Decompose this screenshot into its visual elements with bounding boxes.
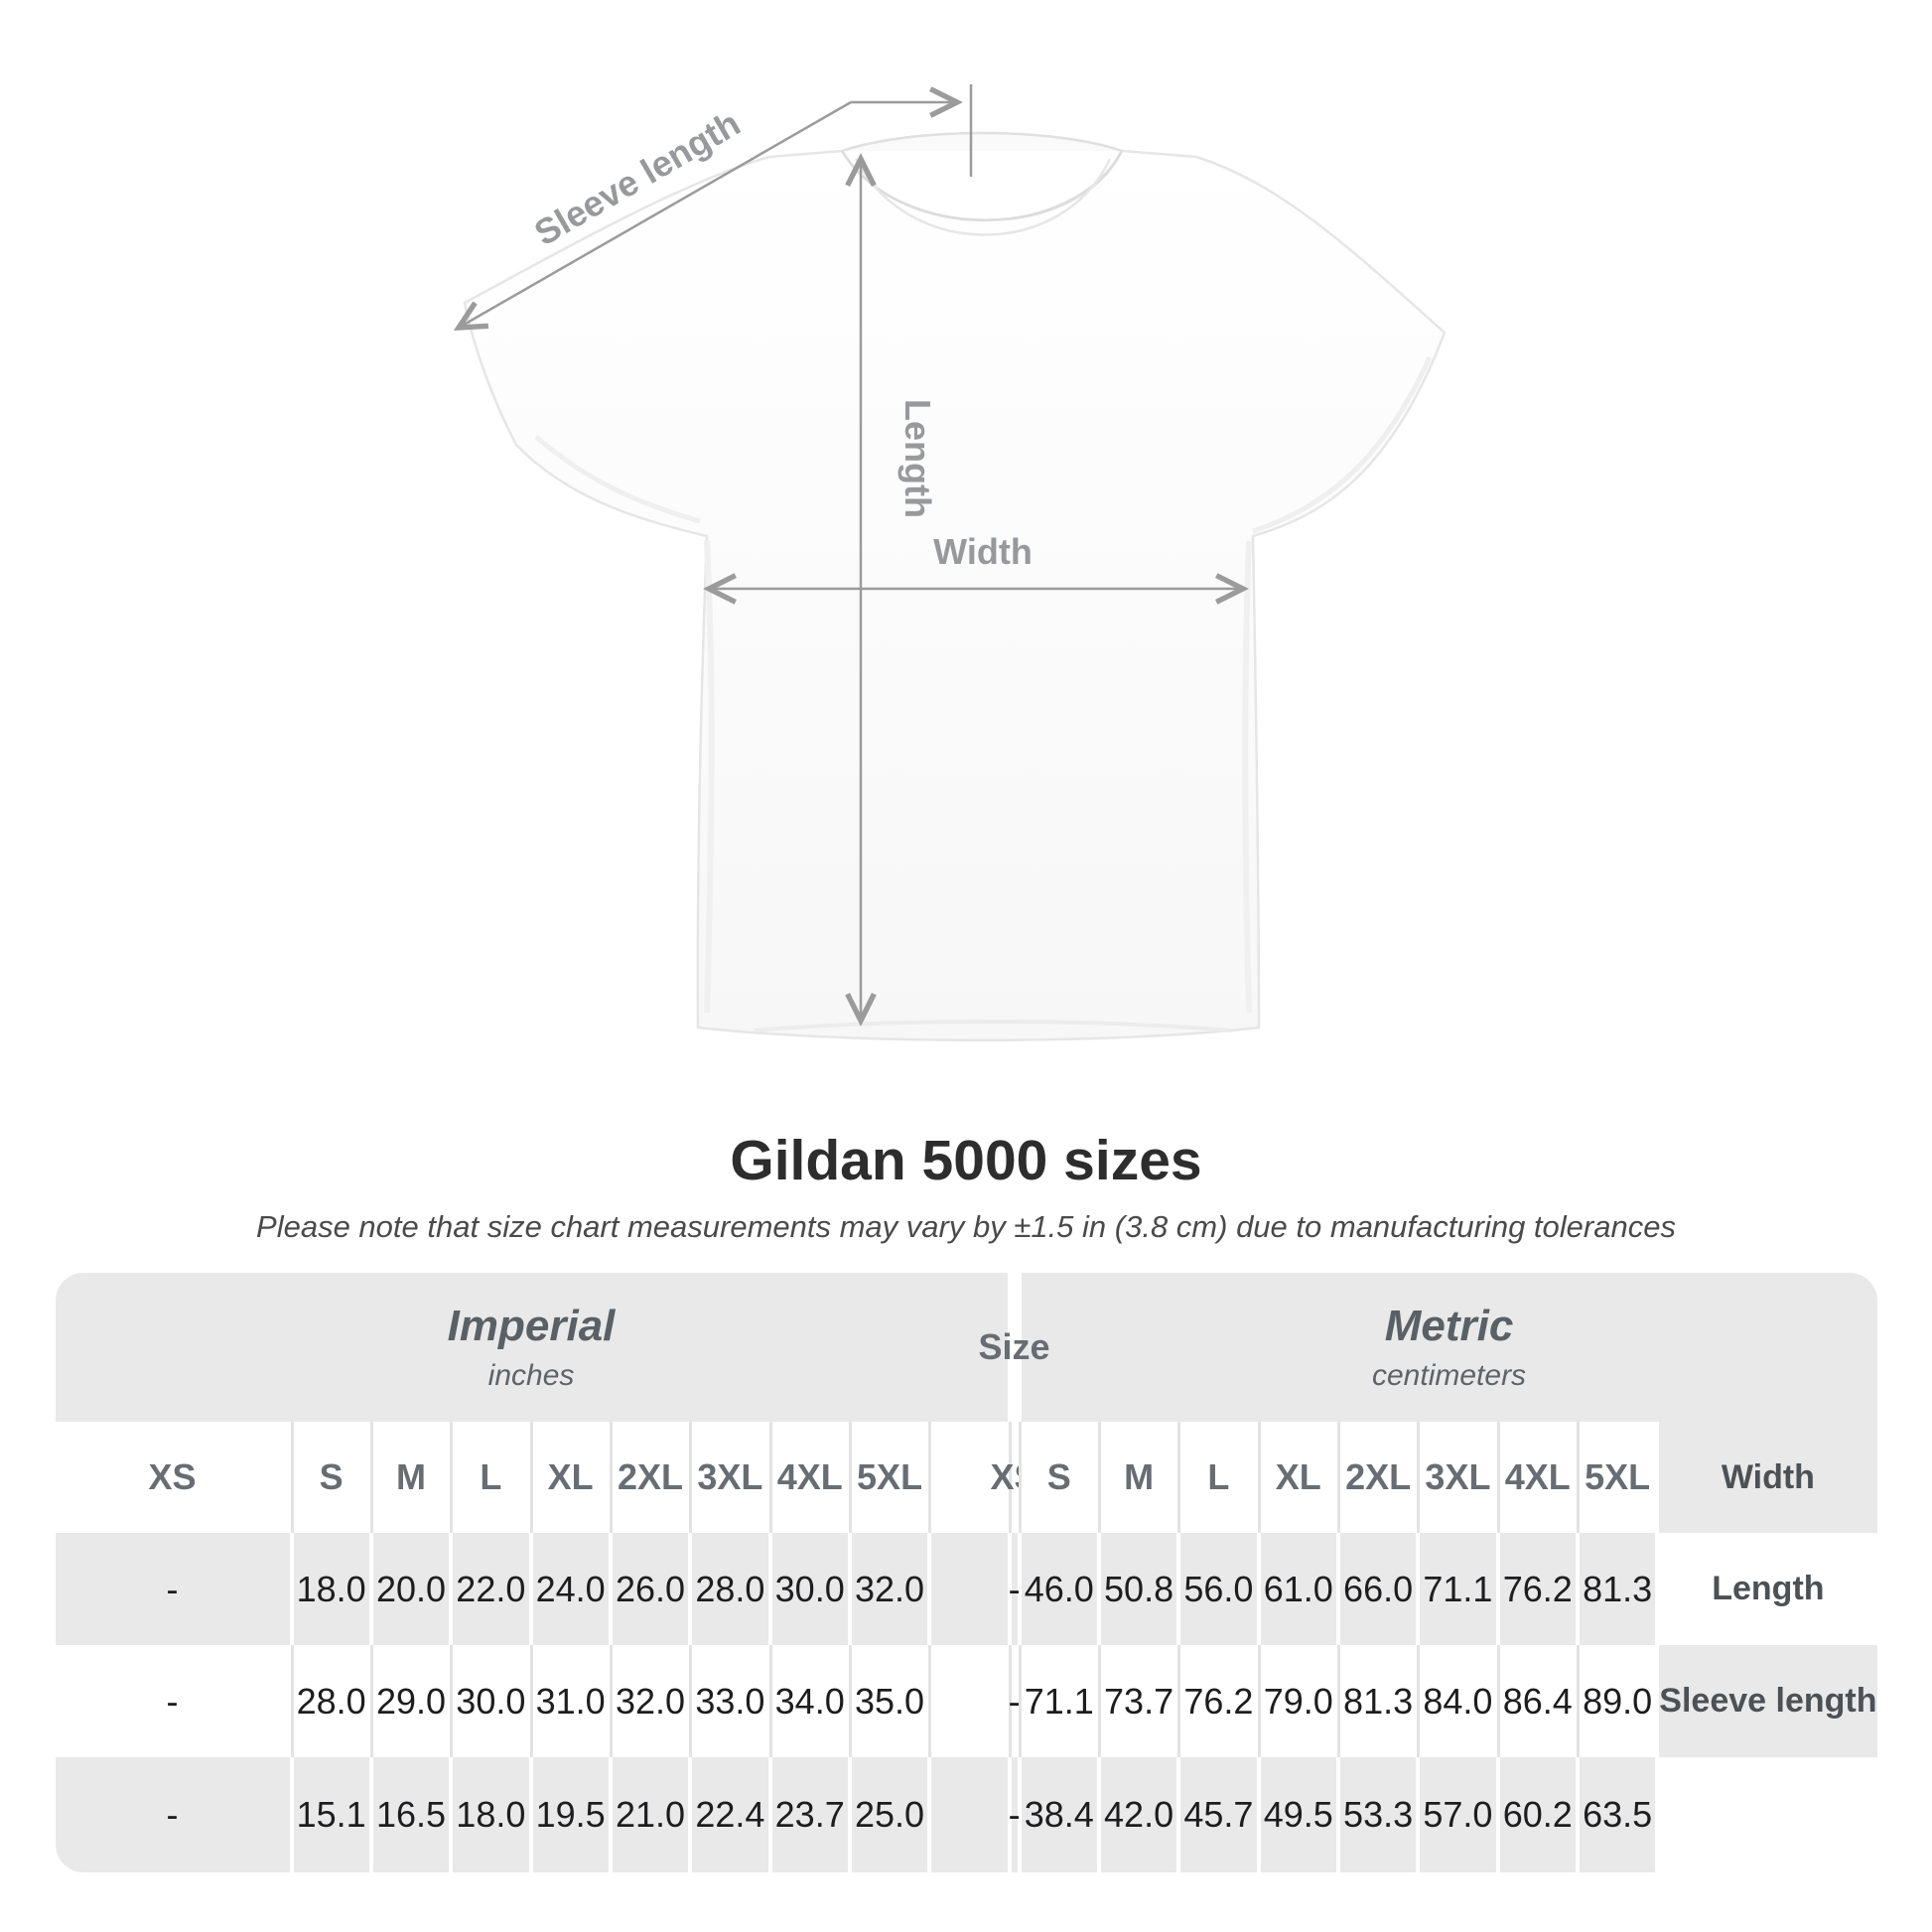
value-cell: 50.8 [1100, 1533, 1177, 1645]
value-cell: - [55, 1533, 290, 1645]
hem-shadow-line [754, 1020, 1232, 1033]
value-cell: 81.3 [1579, 1533, 1656, 1645]
value-cell: 46.0 [1021, 1533, 1097, 1645]
value-cell: 19.5 [532, 1757, 609, 1872]
row-label: Sleeve length [1659, 1645, 1877, 1757]
value-cell: 63.5 [1579, 1757, 1656, 1872]
value-cell: 28.0 [692, 1533, 768, 1645]
size-header-cell: XL [532, 1422, 609, 1533]
value-cell: 76.2 [1499, 1533, 1576, 1645]
value-cell: 81.3 [1339, 1645, 1417, 1757]
size-header-cell: 2XL [612, 1422, 689, 1533]
value-cell: 49.5 [1260, 1757, 1336, 1872]
size-header-cell: 3XL [692, 1422, 768, 1533]
value-cell: 22.4 [692, 1757, 768, 1872]
value-cell: 20.0 [372, 1533, 450, 1645]
tshirt-measurement-diagram: Sleeve length Length Width [0, 84, 1447, 1041]
value-cell: 18.0 [293, 1533, 369, 1645]
value-cell: 15.1 [293, 1757, 369, 1872]
page-title: Gildan 5000 sizes [730, 1129, 1202, 1192]
size-header-cell: S [1021, 1422, 1097, 1533]
value-cell: 84.0 [1420, 1645, 1496, 1757]
size-header-cell: L [1180, 1422, 1257, 1533]
value-cell: 22.0 [453, 1533, 529, 1645]
imperial-label: Imperial [447, 1301, 616, 1350]
section-gap [931, 1422, 1008, 1533]
size-header-cell: L [453, 1422, 529, 1533]
value-cell: 60.2 [1499, 1757, 1576, 1872]
row-label: Width [1659, 1422, 1877, 1533]
imperial-section-header: Imperial inches [55, 1273, 1008, 1422]
length-label: Length [897, 399, 938, 518]
row-label: Length [1659, 1533, 1877, 1645]
size-header-cell: 4XL [771, 1422, 848, 1533]
value-cell: 56.0 [1180, 1533, 1257, 1645]
value-cell: 25.0 [851, 1757, 928, 1872]
value-cell: 76.2 [1180, 1645, 1257, 1757]
value-cell: 86.4 [1499, 1645, 1576, 1757]
imperial-unit-label: inches [487, 1359, 575, 1393]
value-cell: 57.0 [1420, 1757, 1496, 1872]
collar-inner-line [854, 158, 1112, 236]
value-cell: - [1009, 1533, 1021, 1645]
value-cell: 21.0 [612, 1757, 689, 1872]
value-cell: - [1009, 1645, 1021, 1757]
size-header-cell: XL [1260, 1422, 1336, 1533]
value-cell: 32.0 [612, 1645, 689, 1757]
value-cell: 32.0 [851, 1533, 928, 1645]
size-chart-table: Imperial inches Metric centimeters Size … [55, 1273, 1877, 1872]
section-gap [931, 1533, 1008, 1645]
size-header-cell: 5XL [1579, 1422, 1656, 1533]
tolerance-note: Please note that size chart measurements… [256, 1209, 1676, 1244]
value-cell: 35.0 [851, 1645, 928, 1757]
value-cell: 23.7 [771, 1757, 848, 1872]
value-cell: 29.0 [372, 1645, 450, 1757]
size-header-cell: M [372, 1422, 450, 1533]
value-cell: 30.0 [453, 1645, 529, 1757]
value-cell: 61.0 [1260, 1533, 1336, 1645]
measurement-lines [459, 84, 1243, 1021]
metric-unit-label: centimeters [1372, 1359, 1527, 1393]
value-cell: 71.1 [1420, 1533, 1496, 1645]
metric-section-header: Metric centimeters [1021, 1273, 1877, 1422]
value-cell: 71.1 [1021, 1645, 1097, 1757]
size-column-header: Size [979, 1273, 1050, 1422]
size-header-cell: S [293, 1422, 369, 1533]
size-header-cell: 2XL [1339, 1422, 1417, 1533]
section-gap [931, 1757, 1008, 1872]
value-cell: 53.3 [1339, 1757, 1417, 1872]
value-cell: 33.0 [692, 1645, 768, 1757]
tshirt-graphic [463, 131, 1447, 1041]
metric-label: Metric [1384, 1301, 1514, 1350]
value-cell: 79.0 [1260, 1645, 1336, 1757]
value-cell: 28.0 [293, 1645, 369, 1757]
size-header-cell: XS [55, 1422, 290, 1533]
collar-back-line [841, 131, 1123, 153]
value-cell: 89.0 [1579, 1645, 1656, 1757]
value-cell: - [55, 1757, 290, 1872]
size-header-cell: M [1100, 1422, 1177, 1533]
value-cell: 73.7 [1100, 1645, 1177, 1757]
section-gap [931, 1645, 1008, 1757]
value-cell: 24.0 [532, 1533, 609, 1645]
size-header-cell: 3XL [1420, 1422, 1496, 1533]
value-cell: 31.0 [532, 1645, 609, 1757]
sleeve-length-arrow [459, 100, 852, 328]
value-cell: 16.5 [372, 1757, 450, 1872]
value-cell: 45.7 [1180, 1757, 1257, 1872]
value-cell: 34.0 [771, 1645, 848, 1757]
value-cell: 30.0 [771, 1533, 848, 1645]
value-cell: 42.0 [1100, 1757, 1177, 1872]
value-cell: - [1009, 1757, 1021, 1872]
value-cell: 26.0 [612, 1533, 689, 1645]
width-label: Width [933, 531, 1033, 572]
size-header-cell: XS [991, 1422, 1038, 1533]
value-cell: - [55, 1645, 290, 1757]
size-header-cell: 5XL [851, 1422, 928, 1533]
value-cell: 38.4 [1021, 1757, 1097, 1872]
size-header-cell: 4XL [1499, 1422, 1576, 1533]
tshirt-figure: Sleeve length Length Width [0, 84, 1447, 1041]
value-cell: 18.0 [453, 1757, 529, 1872]
value-cell: 66.0 [1339, 1533, 1417, 1645]
